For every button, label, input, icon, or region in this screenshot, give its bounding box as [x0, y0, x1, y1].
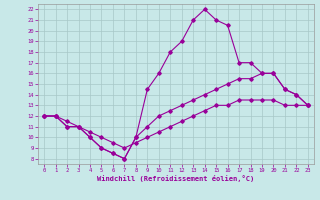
X-axis label: Windchill (Refroidissement éolien,°C): Windchill (Refroidissement éolien,°C): [97, 175, 255, 182]
